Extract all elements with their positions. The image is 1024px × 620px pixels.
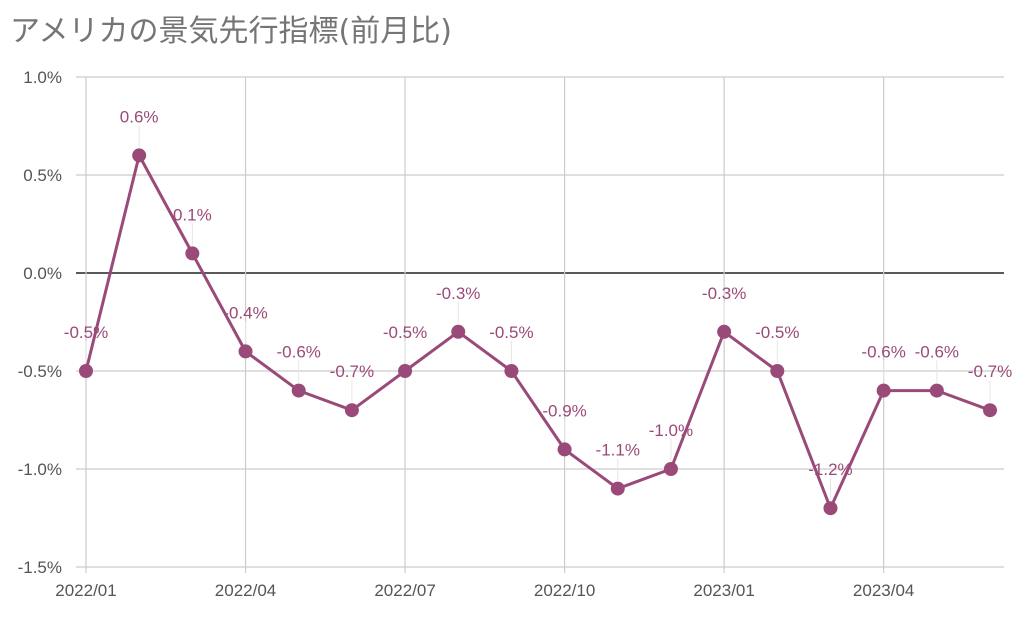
data-point [770, 364, 785, 378]
data-label: -0.3% [702, 284, 746, 303]
data-point [663, 462, 678, 476]
data-label: -1.1% [596, 441, 640, 460]
y-tick-label: 0.0% [23, 264, 62, 283]
x-tick-label: 2022/04 [215, 581, 276, 600]
data-point [876, 383, 891, 398]
data-point [398, 364, 413, 378]
data-label: -0.7% [330, 362, 374, 381]
y-tick-label: -0.5% [18, 362, 62, 381]
data-point [610, 481, 625, 496]
data-label: -0.6% [915, 343, 959, 362]
data-point [929, 383, 944, 398]
y-tick-label: 0.5% [23, 166, 62, 185]
x-tick-label: 2022/10 [534, 581, 595, 600]
data-point [79, 364, 93, 378]
data-point [344, 403, 359, 418]
data-point [823, 501, 838, 516]
data-point [132, 148, 147, 163]
data-label: 0.1% [173, 205, 212, 224]
data-label: -0.5% [489, 323, 533, 342]
data-label: -1.0% [649, 421, 693, 440]
data-point [983, 403, 997, 418]
data-point [451, 324, 466, 339]
data-label: 0.6% [120, 107, 159, 126]
data-label: -1.2% [808, 460, 852, 479]
data-label: -0.9% [542, 401, 586, 420]
data-label: -0.5% [755, 323, 799, 342]
data-label: -0.7% [968, 362, 1012, 381]
chart-title: アメリカの景気先行指標(前月比) [10, 14, 452, 49]
data-point [185, 246, 200, 261]
y-tick-label: -1.5% [18, 558, 62, 577]
data-point [238, 344, 253, 359]
data-label: -0.6% [861, 343, 905, 362]
data-label: -0.6% [276, 343, 320, 362]
data-point [717, 324, 732, 339]
x-tick-label: 2023/04 [853, 581, 914, 600]
data-point [291, 383, 306, 398]
series-line [84, 153, 991, 510]
data-label: -0.3% [436, 284, 480, 303]
y-tick-label: -1.0% [18, 460, 62, 479]
x-tick-label: 2023/01 [693, 581, 754, 600]
y-tick-label: 1.0% [23, 68, 62, 87]
x-tick-label: 2022/07 [374, 581, 435, 600]
data-label: -0.5% [383, 323, 427, 342]
data-label: -0.5% [64, 323, 108, 342]
data-point [557, 442, 572, 457]
x-tick-label: 2022/01 [55, 581, 116, 600]
data-label: -0.4% [223, 303, 267, 322]
data-point [504, 364, 519, 378]
